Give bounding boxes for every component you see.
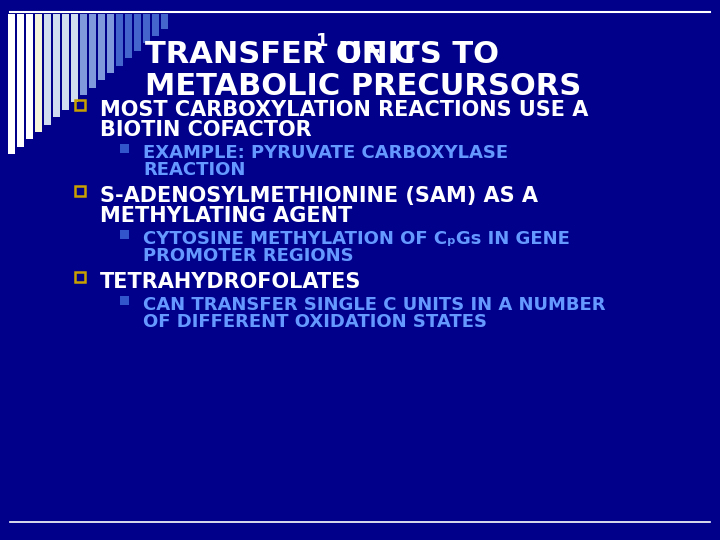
Bar [75,272,85,282]
Text: S-ADENOSYLMETHIONINE (SAM) AS A: S-ADENOSYLMETHIONINE (SAM) AS A [100,186,538,206]
Text: EXAMPLE: PYRUVATE CARBOXYLASE: EXAMPLE: PYRUVATE CARBOXYLASE [143,144,508,162]
Text: METABOLIC PRECURSORS: METABOLIC PRECURSORS [145,72,581,101]
Bar [120,144,129,153]
Bar [35,14,42,132]
Text: PROMOTER REGIONS: PROMOTER REGIONS [143,247,354,265]
Bar [44,14,51,125]
Bar [89,14,96,87]
Text: TRANSFER OF C: TRANSFER OF C [145,40,415,69]
Text: BIOTIN COFACTOR: BIOTIN COFACTOR [100,120,312,140]
Text: CYTOSINE METHYLATION OF CₚGs IN GENE: CYTOSINE METHYLATION OF CₚGs IN GENE [143,230,570,248]
Text: METHYLATING AGENT: METHYLATING AGENT [100,206,352,226]
Text: TETRAHYDROFOLATES: TETRAHYDROFOLATES [100,272,361,292]
Bar [62,14,69,110]
Bar [125,14,132,58]
Bar [134,14,141,51]
Text: REACTION: REACTION [143,161,246,179]
Text: UNITS TO: UNITS TO [327,40,499,69]
Bar [120,230,129,239]
Bar [75,100,85,110]
Bar [8,14,15,154]
Bar [152,14,159,36]
Bar [161,14,168,29]
Bar [120,296,129,305]
Bar [53,14,60,117]
Bar [26,14,33,139]
Bar [17,14,24,147]
Text: 1: 1 [316,32,328,50]
Text: CAN TRANSFER SINGLE C UNITS IN A NUMBER: CAN TRANSFER SINGLE C UNITS IN A NUMBER [143,296,606,314]
Bar [116,14,123,65]
Bar [75,186,85,196]
Bar [98,14,105,80]
Bar [143,14,150,44]
Bar [107,14,114,73]
Bar [8,14,15,154]
Bar [26,14,33,139]
Bar [80,14,87,95]
Text: OF DIFFERENT OXIDATION STATES: OF DIFFERENT OXIDATION STATES [143,313,487,331]
Bar [17,14,24,147]
Text: MOST CARBOXYLATION REACTIONS USE A: MOST CARBOXYLATION REACTIONS USE A [100,100,588,120]
Bar [71,14,78,103]
